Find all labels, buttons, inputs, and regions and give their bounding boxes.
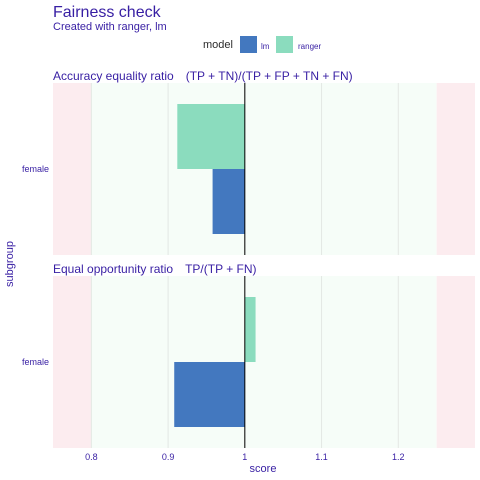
panel-2-formula: TP/(TP + FN) xyxy=(185,262,257,276)
panel-2-bar-lm xyxy=(174,362,245,427)
chart-title: Fairness check xyxy=(53,4,161,21)
panel-1-category-label: female xyxy=(22,164,49,174)
legend-key-lm xyxy=(240,36,257,53)
panel-1-bar-ranger xyxy=(177,104,245,169)
legend-key-ranger xyxy=(276,36,293,53)
panel-2-fair-zone xyxy=(91,276,437,448)
legend-label-ranger: ranger xyxy=(298,42,322,51)
x-axis-label: score xyxy=(249,463,277,475)
x-tick-label-0: 0.8 xyxy=(85,452,98,462)
chart-subtitle: Created with ranger, lm xyxy=(53,21,167,33)
legend-title: model xyxy=(203,39,233,51)
panel-1-metric: Accuracy equality ratio xyxy=(53,69,174,83)
panel-1-title: Accuracy equality ratio (TP + TN)/(TP + F… xyxy=(53,69,353,83)
panel-1-unfair-zone-right xyxy=(436,83,475,255)
panel-2-category-label: female xyxy=(22,357,49,367)
panel-2-unfair-zone-right xyxy=(436,276,475,448)
panel-1-unfair-zone-left xyxy=(53,83,92,255)
panel-2-unfair-zone-left xyxy=(53,276,92,448)
x-tick-label-2: 1 xyxy=(242,452,247,462)
panel-1-fair-zone xyxy=(91,83,437,255)
panel-2-metric: Equal opportunity ratio xyxy=(53,262,174,276)
legend-label-lm: lm xyxy=(261,42,270,51)
x-tick-label-4: 1.2 xyxy=(392,452,405,462)
x-tick-label-1: 0.9 xyxy=(162,452,175,462)
x-tick-label-3: 1.1 xyxy=(315,452,328,462)
panel-2-bar-ranger xyxy=(244,297,256,362)
panel-1-formula: (TP + TN)/(TP + FP + TN + FN) xyxy=(185,69,353,83)
panel-2-title: Equal opportunity ratio TP/(TP + FN) xyxy=(53,262,257,276)
panel-1-bar-lm xyxy=(212,169,245,234)
